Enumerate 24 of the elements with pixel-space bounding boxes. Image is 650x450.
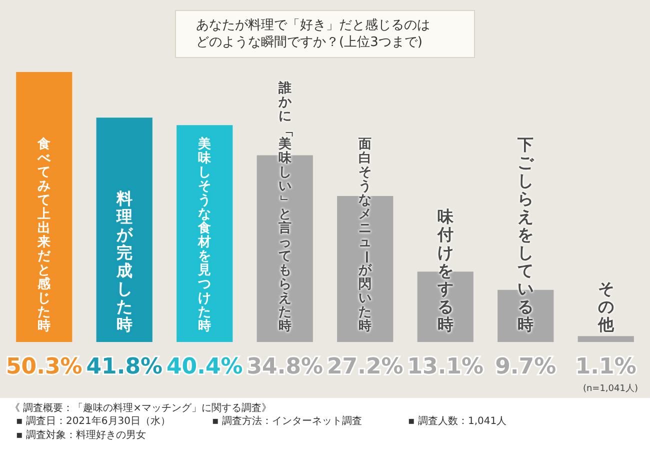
category-label: 食べてみて上出来だと感じた時 (38, 137, 51, 334)
x-tick-label: 料理が完成した時 (115, 189, 134, 334)
data-label: 34.8% (246, 354, 324, 380)
data-label: 40.4% (166, 354, 243, 380)
text: ▪ 調査人数：1,041人 (407, 415, 508, 429)
text: ▪ 調査日：2021年6月30日（水） (15, 415, 172, 429)
text: 《 調査概要：「趣味の料理×マッチング」に関する調査》 (10, 402, 273, 415)
data-label: 9.7% (495, 354, 556, 380)
text: ▪ 調査対象：料理好きの男女 (15, 429, 147, 443)
category-label: 下ごしらえをしている時 (518, 135, 534, 334)
chart-title: あなたが料理で「好き」だと感じるのはどのような瞬間ですか？(上位3つまで) (196, 17, 431, 51)
data-label: 13.1% (407, 354, 484, 380)
category-label: 美味しそうな食材を見つけた時 (198, 137, 212, 334)
data-label: 1.1% (575, 354, 636, 380)
data-label: 50.3% (6, 354, 82, 380)
x-tick-label: その他 (596, 279, 616, 334)
data-label: 27.2% (326, 354, 404, 380)
data-label: 41.8% (86, 354, 163, 380)
category-label: 誰かに「美味しい」と言ってもらえた時 (278, 81, 293, 334)
bar (578, 336, 634, 342)
text: (n=1,041人) (582, 382, 638, 395)
text: ▪ 調査方法：インターネット調査 (211, 415, 363, 429)
category-label: 面白そうなメニューが閃いた時 (358, 137, 374, 334)
x-tick-label: 味付けをする時 (436, 207, 454, 334)
